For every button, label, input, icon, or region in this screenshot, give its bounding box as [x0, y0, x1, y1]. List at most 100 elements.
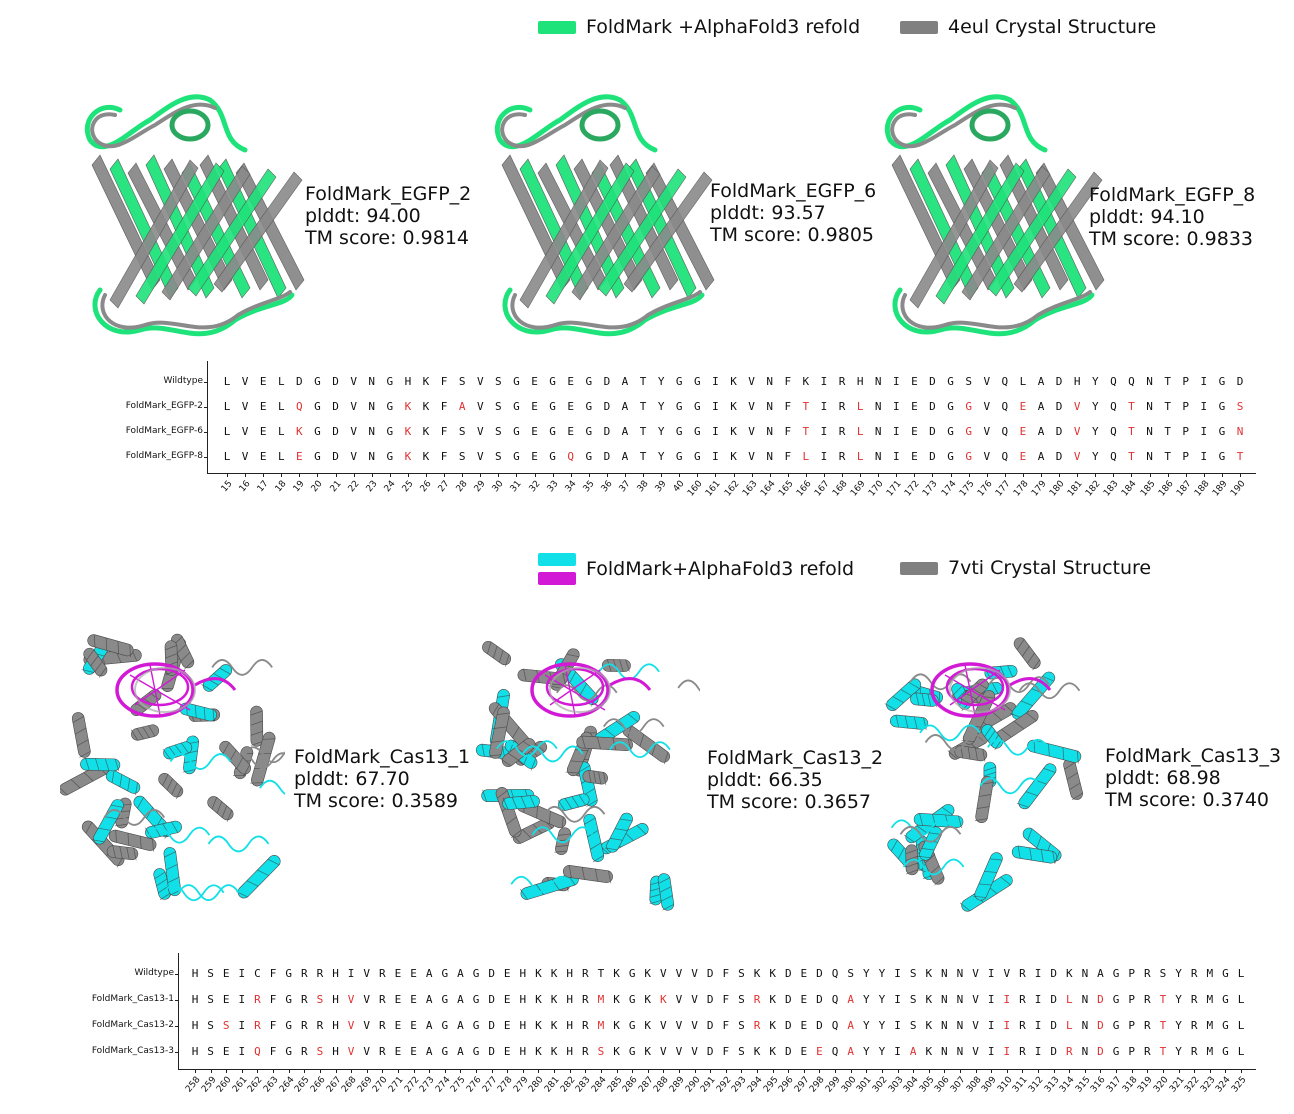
residue: T [1164, 400, 1171, 413]
residue: E [567, 425, 574, 438]
residue: D [1050, 1045, 1057, 1058]
position-label: 35 [581, 479, 597, 495]
legend-swatch [900, 561, 938, 575]
residue: E [503, 1019, 511, 1032]
position-label: 266 [308, 1075, 328, 1095]
row-tick [175, 1026, 178, 1027]
residue: T [1159, 993, 1167, 1006]
position-label: 304 [902, 1075, 921, 1095]
residue: A [1037, 425, 1045, 438]
position-label: 182 [1084, 479, 1103, 499]
position-label: 270 [371, 1075, 390, 1095]
position-label: 285 [605, 1075, 625, 1095]
residue: S [909, 993, 917, 1006]
position-label: 322 [1183, 1075, 1202, 1095]
position-tick [366, 1069, 368, 1073]
residue: E [410, 967, 417, 980]
residue: V [972, 1019, 979, 1032]
residue: P [1128, 1019, 1136, 1032]
residue: Y [863, 993, 870, 1006]
position-tick [317, 473, 319, 477]
residue: G [472, 1045, 480, 1058]
residue: G [1112, 1019, 1120, 1032]
residue: G [965, 400, 972, 413]
residue: D [929, 375, 936, 388]
position-label: 264 [277, 1075, 297, 1095]
residue: V [476, 425, 484, 438]
position-label: 22 [346, 479, 362, 495]
residue: V [675, 1019, 683, 1032]
residue: M [1206, 1019, 1214, 1032]
position-label: 175 [957, 479, 977, 499]
position-label: 299 [824, 1075, 843, 1095]
residue: D [488, 1045, 495, 1058]
residue: D [1097, 993, 1104, 1006]
position-tick [1167, 473, 1169, 477]
legend-crystal-cas13: 7vti Crystal Structure [900, 557, 1151, 579]
position-label: 315 [1073, 1075, 1093, 1095]
position-tick [210, 1069, 212, 1073]
position-tick [1209, 1069, 1211, 1073]
residue: S [495, 450, 502, 463]
residue: P [1182, 375, 1190, 388]
position-tick [881, 1069, 883, 1073]
residue: I [894, 967, 901, 980]
position-label: 303 [886, 1075, 906, 1095]
position-tick [1240, 473, 1241, 477]
position-label: 37 [617, 479, 633, 495]
position-tick [860, 473, 862, 477]
residue: V [748, 400, 755, 413]
residue: V [660, 967, 667, 980]
position-label: 34 [563, 479, 579, 495]
position-tick [788, 1069, 790, 1073]
position-tick [554, 1069, 556, 1073]
position-tick [643, 473, 645, 477]
position-label: 293 [730, 1075, 750, 1095]
residue: G [947, 400, 954, 413]
position-label: 318 [1120, 1075, 1140, 1095]
position-tick [1162, 1069, 1164, 1073]
residue: I [347, 967, 355, 980]
residue: D [816, 1019, 823, 1032]
position-label: 280 [527, 1075, 547, 1095]
residue: G [1218, 375, 1226, 388]
position-tick [462, 473, 464, 477]
residue: R [254, 1019, 261, 1032]
residue: V [241, 450, 249, 463]
residue: N [1146, 400, 1153, 413]
position-label: 268 [340, 1075, 359, 1095]
residue: G [441, 1045, 449, 1058]
residue: A [457, 1019, 464, 1032]
position-label: 27 [436, 479, 452, 495]
model-tm-score: TM score: 0.3740 [1105, 789, 1270, 811]
residue: T [1164, 425, 1171, 438]
residue: H [519, 1019, 527, 1032]
position-label: 32 [527, 479, 543, 495]
residue: D [784, 967, 792, 980]
alignment-row-label: Wildtype [134, 968, 174, 978]
residue: G [694, 375, 701, 388]
residue: I [892, 400, 900, 413]
position-tick [569, 1069, 571, 1073]
position-tick [1241, 1069, 1242, 1073]
position-label: 166 [794, 479, 814, 499]
residue: N [941, 1019, 948, 1032]
position-label: 309 [980, 1075, 999, 1095]
residue: D [929, 400, 936, 413]
residue: N [941, 967, 948, 980]
residue: R [838, 425, 846, 438]
residue: K [404, 425, 412, 438]
residue: H [191, 1019, 199, 1032]
residue: D [603, 400, 611, 413]
residue: V [363, 967, 371, 980]
residue: I [1200, 400, 1208, 413]
residue: R [300, 967, 308, 980]
position-tick [299, 473, 301, 477]
residue: E [911, 425, 918, 438]
residue: I [987, 967, 995, 980]
residue: K [802, 375, 810, 388]
position-tick [588, 473, 590, 477]
residue: K [644, 1045, 652, 1058]
model-name: FoldMark_EGFP_8 [1089, 184, 1256, 206]
residue: I [1200, 425, 1208, 438]
